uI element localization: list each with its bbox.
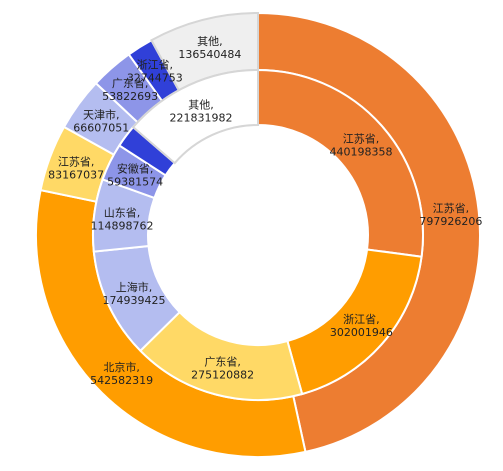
inner-slice-label-4: 山东省, 114898762 <box>91 206 154 232</box>
inner-slice-0[interactable] <box>257 68 424 258</box>
outer-slice-label-0: 江苏省, 797926206 <box>419 202 482 228</box>
outer-slice-label-4: 广东省, 53822693 <box>102 77 158 103</box>
inner-slice-7[interactable] <box>131 68 259 165</box>
outer-slice-label-2: 江苏省, 83167037 <box>48 155 104 181</box>
inner-slice-label-0: 江苏省, 440198358 <box>330 133 393 159</box>
inner-slice-label-5: 安徽省, 59381574 <box>107 161 163 188</box>
outer-slice-label-3: 天津市, 66607051 <box>73 108 129 135</box>
inner-slice-label-2: 广东省, 275120882 <box>191 355 254 381</box>
inner-slice-label-1: 浙江省, 302001946 <box>330 313 393 339</box>
inner-slice-label-3: 上海市, 174939425 <box>102 280 165 307</box>
outer-slice-label-1: 北京市, 542582319 <box>90 360 153 387</box>
outer-ring <box>35 11 481 458</box>
inner-slice-label-7: 其他, 221831982 <box>170 98 233 124</box>
outer-slice-label-5: 浙江省, 32744753 <box>127 59 183 85</box>
outer-slice-label-6: 其他, 136540484 <box>178 35 241 61</box>
slice-labels: 江苏省, 797926206 北京市, 542582319 江苏省, 83167037 天津… <box>48 35 482 387</box>
inner-ring <box>92 68 424 401</box>
